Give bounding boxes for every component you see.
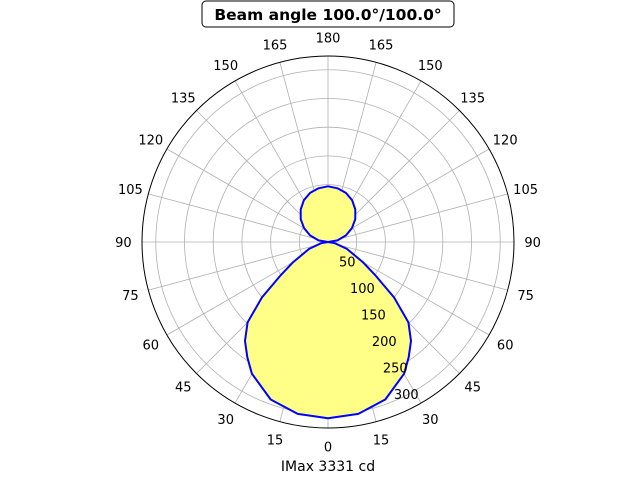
angle-tick-label: 15 [267, 434, 284, 449]
grid-spoke [148, 241, 329, 291]
angle-tick-label: 15 [373, 434, 390, 449]
angle-tick-label: 90 [115, 236, 132, 251]
angle-tick-label: 180 [316, 31, 341, 46]
radial-tick-label: 100 [350, 282, 375, 297]
angle-tick-label: 150 [418, 59, 443, 74]
title-box [201, 0, 455, 28]
angle-tick-label: 45 [464, 381, 481, 396]
angle-tick-label: 60 [497, 338, 514, 353]
grid-spoke [327, 193, 508, 243]
angle-tick-label: 135 [460, 91, 485, 106]
angle-tick-label: 165 [263, 38, 288, 53]
grid-spoke [166, 148, 329, 243]
angle-tick-label: 0 [324, 441, 332, 456]
x-axis-label: IMax 3331 cd [281, 459, 375, 475]
angle-tick-label: 60 [143, 338, 160, 353]
angle-tick-label: 45 [175, 381, 192, 396]
grid-spoke [327, 148, 490, 243]
angle-tick-label: 75 [517, 289, 534, 304]
radial-tick-label: 300 [394, 388, 419, 403]
angle-tick-label: 105 [118, 183, 143, 198]
radial-tick-label: 50 [339, 256, 356, 271]
series-line-1 [299, 185, 357, 243]
angle-tick-label: 75 [122, 289, 139, 304]
radial-tick-label: 150 [361, 309, 386, 324]
series-fill-0 [245, 242, 411, 419]
angle-tick-label: 30 [217, 413, 234, 428]
series-fill-1 [300, 186, 356, 242]
angle-tick-label: 150 [213, 59, 238, 74]
angle-tick-label: 105 [513, 183, 538, 198]
grid-spoke [148, 193, 329, 243]
angle-tick-label: 90 [524, 236, 541, 251]
angle-tick-label: 165 [369, 38, 394, 53]
grid-spoke [327, 241, 508, 291]
series-layer [244, 185, 412, 420]
radial-tick-label: 200 [372, 335, 397, 350]
outer-frame [141, 55, 515, 429]
radial-tick-label: 250 [383, 362, 408, 377]
tick-labels: 0 15 15 30 30 45 45 60 60 75 75 90 90 105 105 120 120 135… [115, 31, 541, 455]
angle-tick-label: 30 [422, 413, 439, 428]
angle-tick-label: 120 [493, 134, 518, 149]
angle-tick-label: 120 [138, 134, 163, 149]
angle-tick-label: 135 [171, 91, 196, 106]
chart-title: Beam angle 100.0°/100.0° [214, 6, 441, 24]
